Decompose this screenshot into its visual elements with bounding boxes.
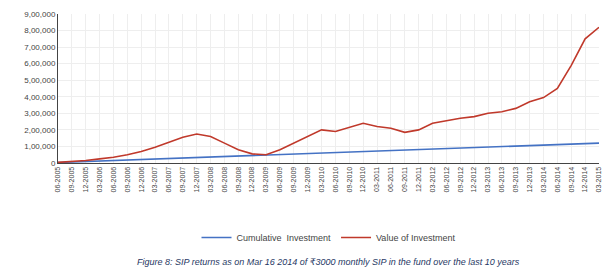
svg-text:Cumulative Investment: Cumulative Investment <box>237 233 332 243</box>
svg-text:4,00,000: 4,00,000 <box>24 93 56 102</box>
svg-text:1,00,000: 1,00,000 <box>24 142 56 151</box>
svg-text:03-2015: 03-2015 <box>595 167 602 193</box>
svg-text:03-2009: 03-2009 <box>262 167 269 193</box>
svg-text:6,00,000: 6,00,000 <box>24 59 56 68</box>
svg-text:12-2008: 12-2008 <box>248 167 255 193</box>
svg-text:Figure 8: SIP returns as on Ma: Figure 8: SIP returns as on Mar 16 2014 … <box>137 257 520 267</box>
svg-text:06-2014: 06-2014 <box>554 167 561 193</box>
svg-text:09-2012: 09-2012 <box>457 167 464 193</box>
svg-text:06-2011: 06-2011 <box>387 167 394 192</box>
svg-text:03-2006: 03-2006 <box>96 167 103 193</box>
svg-text:09-2005: 09-2005 <box>68 167 75 193</box>
svg-text:0: 0 <box>51 159 56 168</box>
svg-text:06-2012: 06-2012 <box>443 167 450 193</box>
svg-text:03-2012: 03-2012 <box>429 167 436 193</box>
svg-text:12-2010: 12-2010 <box>359 167 366 193</box>
svg-text:06-2006: 06-2006 <box>110 167 117 193</box>
svg-text:12-2009: 12-2009 <box>304 167 311 193</box>
svg-text:Value of Investment: Value of Investment <box>376 233 455 243</box>
svg-text:09-2014: 09-2014 <box>568 167 575 193</box>
svg-text:03-2007: 03-2007 <box>151 167 158 193</box>
svg-text:03-2011: 03-2011 <box>373 167 380 192</box>
svg-text:03-2008: 03-2008 <box>207 167 214 193</box>
svg-text:06-2008: 06-2008 <box>221 167 228 193</box>
svg-text:06-2009: 06-2009 <box>276 167 283 193</box>
svg-text:09-2006: 09-2006 <box>124 167 131 193</box>
svg-text:03-2010: 03-2010 <box>318 167 325 193</box>
svg-text:09-2013: 09-2013 <box>512 167 519 193</box>
svg-text:06-2007: 06-2007 <box>165 167 172 193</box>
svg-text:12-2006: 12-2006 <box>138 167 145 193</box>
svg-text:09-2011: 09-2011 <box>401 167 408 192</box>
svg-text:09-2010: 09-2010 <box>346 167 353 193</box>
svg-text:5,00,000: 5,00,000 <box>24 76 56 85</box>
svg-text:12-2011: 12-2011 <box>415 167 422 192</box>
svg-text:06-2013: 06-2013 <box>498 167 505 193</box>
svg-text:12-2013: 12-2013 <box>526 167 533 193</box>
svg-text:2,00,000: 2,00,000 <box>24 126 56 135</box>
svg-text:03-2013: 03-2013 <box>484 167 491 193</box>
svg-text:03-2014: 03-2014 <box>540 167 547 193</box>
svg-text:12-2012: 12-2012 <box>470 167 477 193</box>
svg-text:09-2007: 09-2007 <box>179 167 186 193</box>
svg-text:12-2007: 12-2007 <box>193 167 200 193</box>
svg-text:7,00,000: 7,00,000 <box>24 43 56 52</box>
svg-text:06-2010: 06-2010 <box>332 167 339 193</box>
svg-text:8,00,000: 8,00,000 <box>24 26 56 35</box>
svg-text:12-2005: 12-2005 <box>82 167 89 193</box>
svg-text:09-2008: 09-2008 <box>235 167 242 193</box>
svg-text:09-2009: 09-2009 <box>290 167 297 193</box>
svg-text:3,00,000: 3,00,000 <box>24 109 56 118</box>
svg-text:06-2005: 06-2005 <box>54 167 61 193</box>
svg-text:9,00,000: 9,00,000 <box>24 10 56 19</box>
svg-text:12-2014: 12-2014 <box>581 167 588 193</box>
